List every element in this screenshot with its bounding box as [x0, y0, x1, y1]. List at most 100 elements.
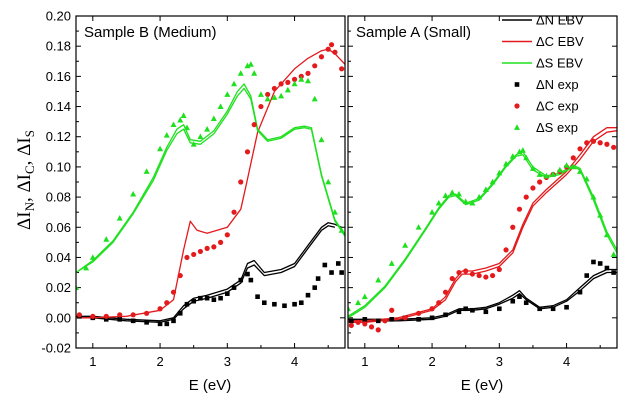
y-tick-label: 0.08: [46, 190, 71, 205]
panel-sample-a-c-exp-point: [510, 224, 516, 230]
panel-sample-b-c-exp-point: [291, 76, 298, 82]
panel-sample-a-c-exp-point: [503, 247, 509, 253]
panel-sample-a-c-exp-point: [449, 275, 455, 282]
panel-sample-b-c-exp-point: [339, 66, 345, 72]
panel-sample-b-s-exp-point: [89, 254, 96, 260]
panel-sample-a-c-exp-point: [523, 194, 529, 200]
panel-sample-a-n-exp-point: [429, 315, 435, 321]
panel-sample-a-s-exp-point: [496, 169, 503, 176]
panel-sample-b-c-exp-point: [258, 103, 264, 110]
panel-sample-a-s-exp-point: [503, 160, 510, 167]
panel-sample-b-s-exp-point: [271, 94, 278, 100]
panel-sample-b-s-exp-point: [143, 168, 150, 174]
panel-sample-a-s-exp-point: [516, 148, 523, 155]
panel-sample-b-n-exp-point: [144, 320, 149, 325]
panel-sample-b-n-exp-point: [238, 277, 244, 283]
panel-sample-b-s-exp-point: [180, 112, 187, 118]
panel-sample-b-s-exp-point: [247, 61, 254, 67]
panel-sample-a-n-exp-point: [537, 306, 542, 312]
panel-sample-a-s-exp-point: [462, 198, 469, 205]
panel-sample-b-s-exp-point: [291, 80, 298, 87]
y-tick-label: 0.14: [46, 99, 71, 114]
panel-sample-a-s-exp-point: [402, 242, 409, 248]
panel-sample-b-n-exp-point: [225, 291, 230, 296]
legend-item-n-ebv: ΔN EBV: [502, 13, 584, 28]
panel-sample-b-s-exp-point: [190, 141, 197, 147]
panel-sample-b-x-tick-label: 4: [291, 354, 298, 369]
panel-sample-b-n-exp-point: [262, 300, 267, 306]
y-label-part-s: ΔIS: [14, 130, 37, 156]
panel-sample-b-c-exp-point: [197, 248, 204, 255]
panel-sample-b-c-exp-point: [211, 244, 217, 250]
legend-item-c-exp: ΔC exp: [514, 99, 579, 114]
panel-sample-a-n-exp-point: [389, 317, 395, 322]
panel-sample-b-s-exp-point: [325, 178, 332, 185]
panel-sample-b-c-exp-point: [251, 122, 257, 128]
panel-sample-a-s-ebv-second-line: [348, 151, 617, 317]
panel-sample-a-c-exp-point: [489, 272, 496, 279]
panel-sample-a-x-tick-label: 1: [361, 354, 368, 369]
panel-sample-a-n-exp-point: [523, 300, 529, 306]
panel-sample-b-n-exp-point: [198, 295, 203, 301]
panel-sample-b-s-exp-point: [170, 121, 177, 128]
panel-sample-a-c-exp-point: [577, 146, 583, 152]
panel-sample-a-s-exp-point: [529, 165, 536, 171]
y-tick-label: 0.02: [46, 280, 71, 295]
panel-sample-b-title: Sample B (Medium): [84, 24, 217, 41]
panel-sample-a-s-exp-point: [361, 293, 368, 300]
panel-sample-a-s-exp-point: [388, 260, 395, 266]
y-axis-label: ΔIN, ΔIC, ΔIS: [14, 130, 37, 230]
panel-sample-b-s-exp-point: [217, 103, 224, 109]
panel-sample-a-n-exp-point: [456, 309, 462, 315]
panel-sample-a-s-exp-point: [570, 163, 577, 170]
panel-sample-a-s-exp-point: [590, 193, 597, 200]
y-tick-label: 0.00: [46, 310, 71, 325]
panel-sample-a-s-exp-point: [543, 172, 550, 179]
panel-sample-b-c-exp-point: [285, 79, 291, 85]
panel-sample-a-title: Sample A (Small): [356, 24, 471, 41]
panel-sample-b: 1 2 3 4 -0.02 0.00 0.02 0.04 0.06 0.08 0.10 0.12 0.1…: [41, 9, 346, 394]
panel-sample-a-n-exp-point: [497, 306, 502, 312]
panel-sample-a-s-exp-point: [489, 178, 496, 185]
panel-sample-b-s-ebv-second-line: [76, 87, 345, 274]
panel-sample-b-c-exp-point: [164, 300, 170, 306]
panel-sample-a-n-exp-point: [597, 261, 603, 266]
panel-sample-a-s-exp-point: [449, 189, 456, 195]
panel-sample-a: 1 2 3 4 Sample A (Small) E (eV): [347, 15, 618, 394]
legend-item-c-exp-label: ΔC exp: [536, 99, 579, 114]
panel-sample-b-c-exp-point: [244, 149, 251, 155]
legend-item-n-exp: ΔN exp: [514, 77, 579, 92]
panel-sample-a-n-exp-point: [416, 317, 421, 322]
panel-sample-b-s-exp-point: [163, 132, 170, 138]
panel-sample-b-n-exp-point: [329, 270, 334, 275]
panel-sample-b-x-tick-label: 2: [156, 354, 163, 369]
panel-sample-a-s-exp-point: [469, 199, 476, 206]
panel-sample-b-c-exp-point: [318, 54, 325, 60]
panel-sample-a-s-exp-point: [442, 192, 449, 198]
panel-sample-b-n-exp-point: [191, 298, 196, 304]
panel-sample-b-s-exp-point: [305, 77, 312, 84]
panel-sample-b-c-exp-point: [224, 232, 230, 238]
panel-sample-a-s-exp-point: [375, 276, 382, 283]
panel-sample-b-s-exp-point: [231, 80, 238, 87]
panel-sample-b-c-exp-point: [177, 272, 183, 279]
panel-sample-b-c-exp-point: [328, 42, 335, 48]
panel-sample-b-n-exp-point: [292, 301, 297, 307]
panel-sample-a-x-tick-label: 4: [563, 354, 570, 369]
legend-item-n-exp-label: ΔN exp: [536, 77, 579, 92]
panel-sample-b-s-exp-point: [318, 136, 325, 143]
panel-sample-a-n-exp-point: [443, 312, 448, 318]
panel-sample-b-n-exp-point: [298, 300, 304, 306]
panel-sample-a-s-ebv-line: [348, 154, 617, 319]
panel-sample-b-n-ebv-line: [76, 222, 342, 322]
panel-sample-b-c-exp-point: [265, 91, 271, 98]
panel-sample-a-frame: [347, 15, 618, 349]
legend-item-s-exp-label: ΔS exp: [536, 120, 578, 135]
panel-sample-b-ticks: 1 2 3 4 -0.02 0.00 0.02 0.04 0.06 0.08 0.10 0.12 0.1…: [41, 9, 345, 369]
panel-sample-b-n-exp-point: [282, 303, 287, 309]
panel-sample-b-s-exp-point: [311, 95, 318, 102]
panel-sample-b-n-exp-point: [255, 294, 260, 299]
panel-sample-b-n-exp-point: [335, 261, 341, 266]
panel-sample-a-n-exp-point: [349, 318, 354, 324]
panel-sample-a-x-tick-label: 2: [428, 354, 435, 369]
